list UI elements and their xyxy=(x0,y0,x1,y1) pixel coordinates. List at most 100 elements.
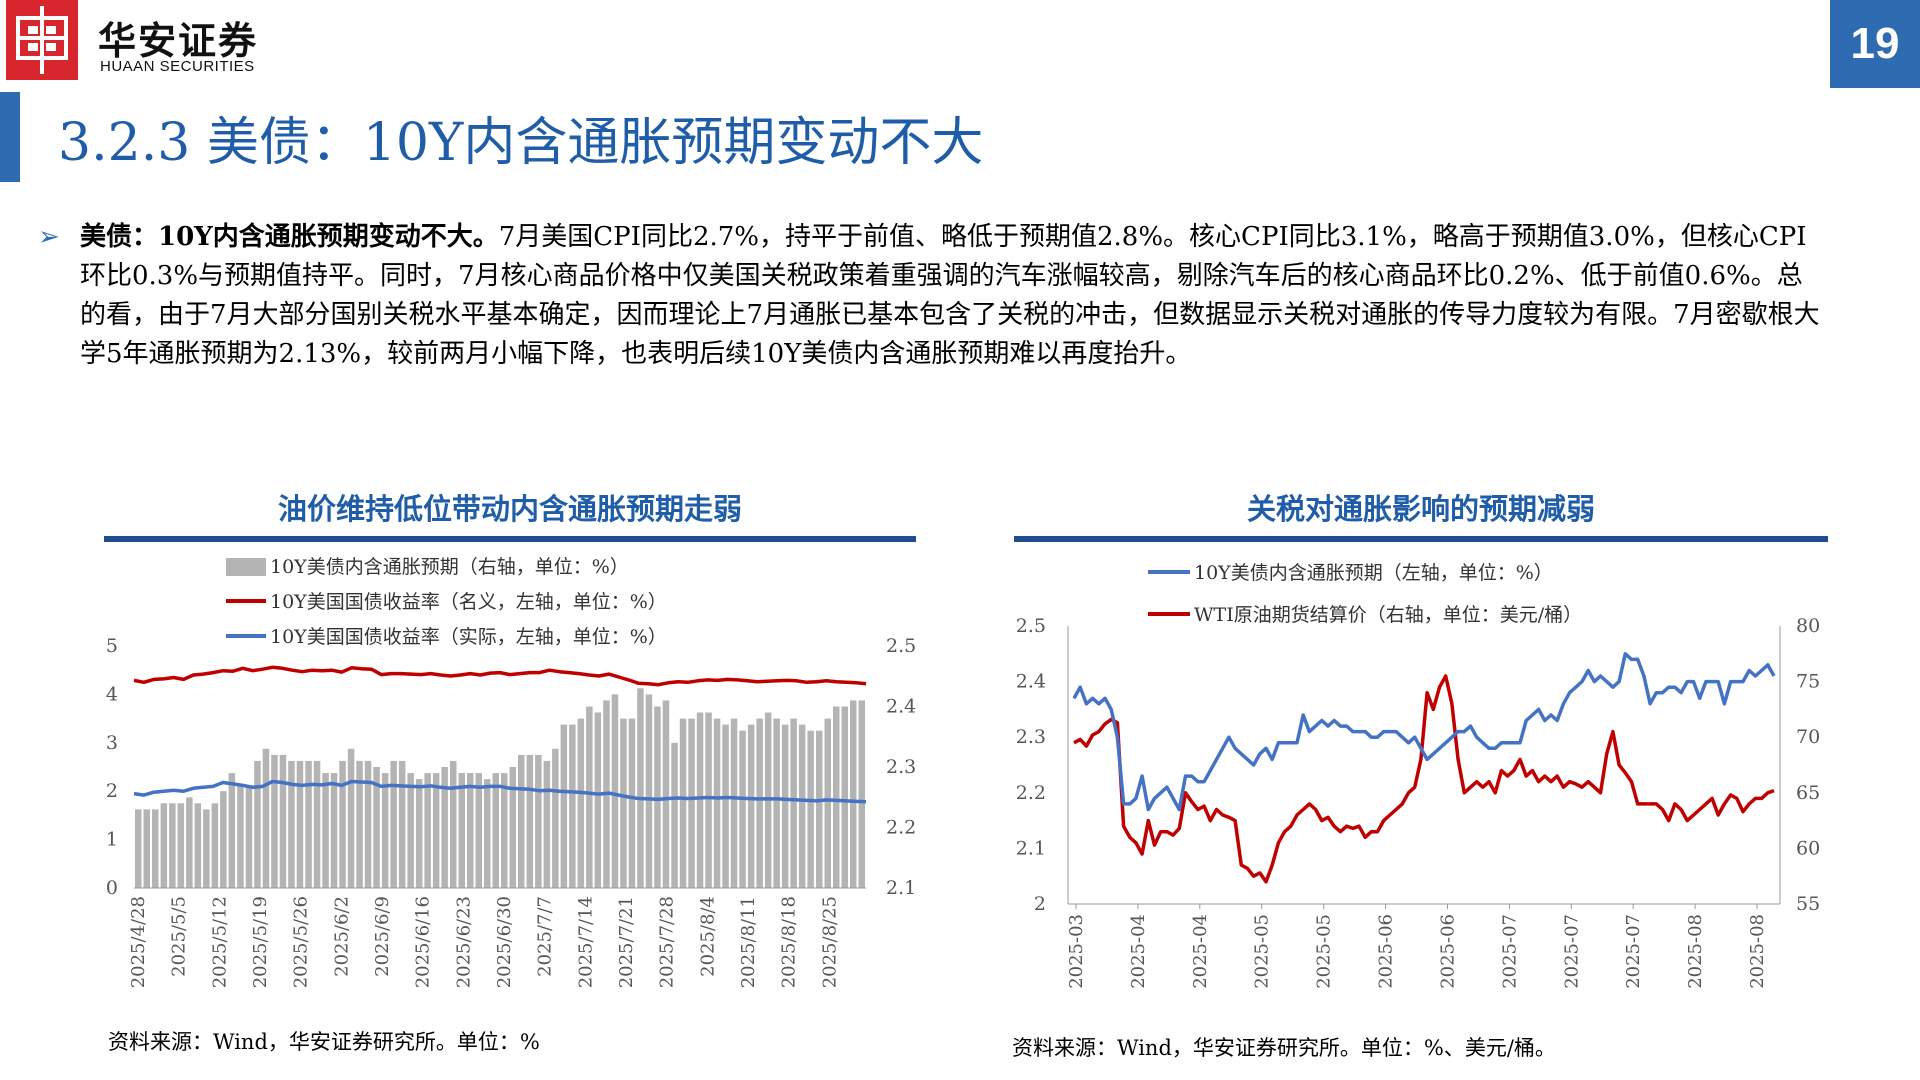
bar-breakeven xyxy=(313,760,321,888)
bar-breakeven xyxy=(467,773,474,888)
y-right-tick-label: 2.4 xyxy=(886,696,916,718)
left-chart-title: 油价维持低位带动内含通胀预期走弱 xyxy=(277,492,742,526)
y-left-tick-label: 1 xyxy=(106,829,118,851)
y-right-tick-label: 55 xyxy=(1796,893,1820,915)
bar-breakeven xyxy=(262,748,270,888)
bar-breakeven xyxy=(739,730,746,888)
title-accent-bar xyxy=(0,92,20,182)
bar-breakeven xyxy=(305,760,312,888)
bar-breakeven xyxy=(637,688,644,888)
legend-label: WTI原油期货结算价（右轴，单位：美元/桶） xyxy=(1194,604,1582,626)
bar-breakeven xyxy=(220,791,227,888)
bar-breakeven xyxy=(322,773,329,888)
bar-breakeven xyxy=(747,724,755,888)
company-name-cn: 华安证券 xyxy=(98,18,259,63)
right-chart-title: 关税对通胀影响的预期减弱 xyxy=(1246,492,1595,526)
bar-breakeven xyxy=(696,712,704,888)
bar-breakeven xyxy=(679,718,687,888)
bar-breakeven xyxy=(756,718,763,888)
bar-breakeven xyxy=(671,742,678,888)
bar-breakeven xyxy=(441,767,448,888)
x-tick-label: 2025/4/28 xyxy=(128,896,149,988)
x-tick-label: 2025/5/12 xyxy=(209,896,230,988)
bar-breakeven xyxy=(330,773,338,888)
legend-label: 10Y美债内含通胀预期（左轴，单位：%） xyxy=(1194,562,1553,584)
y-left-tick-label: 2 xyxy=(1034,893,1046,915)
x-tick-label: 2025-05 xyxy=(1252,914,1273,989)
y-left-tick-label: 5 xyxy=(106,635,118,657)
bar-breakeven xyxy=(475,773,482,888)
y-left-tick-label: 2.2 xyxy=(1016,782,1046,804)
bar-breakeven xyxy=(816,730,823,888)
x-tick-label: 2025/6/16 xyxy=(413,896,434,988)
bar-breakeven xyxy=(552,748,559,888)
x-tick-label: 2025/5/5 xyxy=(169,896,190,977)
bar-breakeven xyxy=(824,718,831,888)
bar-breakeven xyxy=(858,700,865,888)
legend-label: 10Y美债内含通胀预期（右轴，单位：%） xyxy=(270,556,629,578)
bar-breakeven xyxy=(850,700,857,888)
bar-breakeven xyxy=(194,803,202,888)
left-chart-rule xyxy=(104,536,916,542)
bar-breakeven xyxy=(415,779,423,888)
bar-breakeven xyxy=(228,773,236,888)
x-tick-label: 2025-07 xyxy=(1623,914,1644,989)
bar-breakeven xyxy=(833,706,840,888)
company-name-en: HUAAN SECURITIES xyxy=(100,58,255,75)
y-right-tick-label: 2.1 xyxy=(886,877,916,899)
x-tick-label: 2025/6/23 xyxy=(453,896,474,988)
x-tick-label: 2025/8/4 xyxy=(697,896,718,977)
bar-breakeven xyxy=(407,773,414,888)
bar-breakeven xyxy=(526,754,534,888)
y-left-tick-label: 2.1 xyxy=(1016,837,1046,859)
bar-breakeven xyxy=(135,809,142,888)
line-wti-price xyxy=(1073,674,1775,884)
bar-breakeven xyxy=(432,773,440,888)
y-right-tick-label: 70 xyxy=(1796,726,1820,748)
bar-breakeven xyxy=(296,760,304,888)
y-left-tick-label: 4 xyxy=(106,683,118,705)
bar-breakeven xyxy=(152,809,159,888)
x-tick-label: 2025-07 xyxy=(1499,914,1520,989)
paragraph-text: 7月美国CPI同比2.7%，持平于前值、略低于预期值2.8%。核心CPI同比3.… xyxy=(80,222,1820,369)
bar-breakeven xyxy=(450,760,457,888)
x-tick-label: 2025-07 xyxy=(1561,914,1582,989)
bar-breakeven xyxy=(160,803,168,888)
bar-breakeven xyxy=(501,773,508,888)
bar-breakeven xyxy=(509,767,516,888)
x-tick-label: 2025-06 xyxy=(1376,914,1397,989)
bar-breakeven xyxy=(654,706,661,888)
legend-label: 10Y美国国债收益率（实际，左轴，单位：%） xyxy=(270,626,667,648)
bar-breakeven xyxy=(186,797,193,888)
bar-breakeven xyxy=(390,760,397,888)
bar-breakeven xyxy=(279,754,287,888)
x-tick-label: 2025/6/9 xyxy=(372,896,393,977)
bar-breakeven xyxy=(245,785,253,888)
x-tick-label: 2025/7/28 xyxy=(657,896,678,988)
bar-breakeven xyxy=(535,754,542,888)
bar-breakeven xyxy=(254,760,261,888)
x-tick-label: 2025/8/25 xyxy=(819,896,840,988)
y-left-tick-label: 2.3 xyxy=(1016,726,1046,748)
bar-breakeven xyxy=(662,700,670,888)
bar-breakeven xyxy=(790,718,797,888)
bar-breakeven xyxy=(398,760,406,888)
bar-breakeven xyxy=(373,767,380,888)
y-right-tick-label: 2.3 xyxy=(886,756,916,778)
bar-breakeven xyxy=(458,773,465,888)
bar-breakeven xyxy=(177,803,185,888)
bar-breakeven xyxy=(518,754,525,888)
bar-breakeven xyxy=(237,785,244,888)
body-paragraph: 美债：10Y内含通胀预期变动不大。7月美国CPI同比2.7%，持平于前值、略低于… xyxy=(80,218,1820,374)
bar-breakeven xyxy=(798,724,806,888)
y-right-tick-label: 75 xyxy=(1796,671,1820,693)
bar-breakeven xyxy=(841,706,848,888)
line-breakeven xyxy=(1072,652,1776,812)
y-right-tick-label: 2.2 xyxy=(886,817,916,839)
right-chart-source: 资料来源：Wind，华安证券研究所。单位：%、美元/桶。 xyxy=(1012,1036,1556,1060)
x-tick-label: 2025-04 xyxy=(1128,914,1149,989)
bar-breakeven xyxy=(560,724,568,888)
bar-breakeven xyxy=(611,694,619,888)
bar-breakeven xyxy=(722,724,729,888)
bar-breakeven xyxy=(381,773,389,888)
